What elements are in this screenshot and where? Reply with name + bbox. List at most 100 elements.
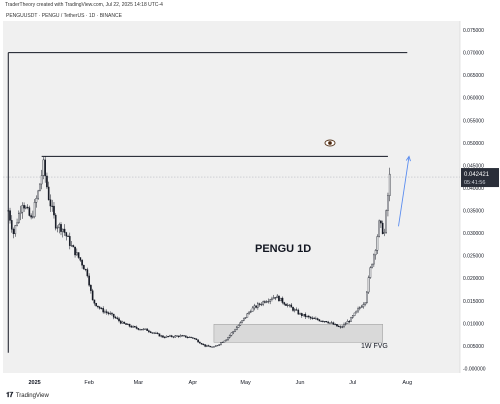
candle-body xyxy=(235,327,238,331)
candle-body xyxy=(183,335,185,337)
y-tick-label: 0.040000 xyxy=(463,186,484,192)
candle-body xyxy=(70,245,73,247)
candle-body xyxy=(373,254,375,265)
candle-body xyxy=(351,315,354,318)
candle-body xyxy=(58,224,61,228)
candle-body xyxy=(353,312,356,316)
y-tick-label: 0.050000 xyxy=(463,141,484,147)
x-tick-label: Mar xyxy=(134,380,144,386)
candle-body xyxy=(283,302,286,305)
candle-body xyxy=(67,235,69,237)
candle-body xyxy=(98,306,101,309)
candle-body xyxy=(374,250,377,256)
candle-body xyxy=(214,345,217,347)
candle-body xyxy=(132,326,134,328)
candle-body xyxy=(358,307,361,309)
x-tick-label: 2025 xyxy=(29,380,41,386)
candle-body xyxy=(51,205,54,207)
current-price-tag: 0.042421 05:41:56 xyxy=(461,168,499,188)
candle-body xyxy=(190,336,192,338)
candle-body xyxy=(292,307,294,311)
candle-body xyxy=(33,202,36,217)
y-tick-label: 0.015000 xyxy=(463,299,484,305)
tradingview-footer[interactable]: 𝟏𝟕 TradingView xyxy=(6,392,49,400)
candle-body xyxy=(44,159,46,177)
fvg-zone xyxy=(213,324,383,343)
plot-area[interactable] xyxy=(3,21,460,373)
y-tick-label: 0.005000 xyxy=(463,344,484,350)
candle-body xyxy=(285,304,287,306)
fvg-label: 1W FVG xyxy=(361,343,388,350)
candle-body xyxy=(369,267,372,278)
candle-body xyxy=(119,320,122,324)
candle-body xyxy=(35,198,38,203)
candle-body xyxy=(337,326,340,328)
y-tick-label: 0.020000 xyxy=(463,276,484,282)
candle-body xyxy=(14,225,17,235)
candle-body xyxy=(206,345,208,347)
candle-body xyxy=(315,318,317,320)
candle-body xyxy=(181,335,184,337)
candle-body xyxy=(197,339,199,343)
candle-body xyxy=(16,222,18,226)
candle-body xyxy=(149,331,152,333)
candle-body xyxy=(325,321,328,323)
candle-body xyxy=(362,304,365,308)
candle-body xyxy=(334,324,337,326)
candle-body xyxy=(207,345,210,347)
candle-body xyxy=(42,159,45,176)
candle-body xyxy=(250,311,252,313)
candle-body xyxy=(193,337,196,340)
candle-body xyxy=(137,328,140,330)
candle-body xyxy=(209,346,212,348)
candle-body xyxy=(88,275,90,286)
symbol-info: PENGUUSDT · PENGU / TetherUS · 1D · BINA… xyxy=(6,13,122,19)
candle-body xyxy=(308,315,310,318)
candle-body xyxy=(257,303,259,308)
candle-body xyxy=(162,335,164,338)
y-tick-label: 0.060000 xyxy=(463,96,484,102)
candle-body xyxy=(200,343,203,345)
candle-body xyxy=(170,335,173,337)
candle-body xyxy=(126,323,129,325)
candle-body xyxy=(242,317,245,321)
projection-line xyxy=(398,156,410,227)
x-tick-label: Jul xyxy=(349,380,356,386)
x-tick-label: Aug xyxy=(402,380,412,386)
candle-body xyxy=(169,335,171,337)
candle-body xyxy=(10,220,13,230)
candle-body xyxy=(327,321,329,324)
candle-body xyxy=(56,227,59,229)
candle-body xyxy=(281,297,284,303)
candle-body xyxy=(39,183,41,192)
candle-body xyxy=(329,322,331,324)
candle-body xyxy=(121,321,124,324)
candle-body xyxy=(195,338,198,341)
candle-body xyxy=(176,335,178,337)
candle-body xyxy=(104,311,106,313)
candle-body xyxy=(228,335,231,338)
candle-body xyxy=(148,330,150,332)
candle-body xyxy=(322,320,324,322)
candle-body xyxy=(376,236,379,251)
candle-body xyxy=(40,175,43,185)
candle-body xyxy=(156,332,159,334)
candle-body xyxy=(61,228,64,232)
candle-body xyxy=(241,320,243,323)
candle-body xyxy=(177,335,180,337)
candle-body xyxy=(77,252,80,258)
candle-body xyxy=(165,335,168,338)
candle-body xyxy=(311,317,314,319)
candle-body xyxy=(26,206,29,208)
candle-body xyxy=(174,335,177,338)
candle-body xyxy=(267,301,270,303)
y-tick-label: 0.010000 xyxy=(463,321,484,327)
candle-body xyxy=(304,313,307,318)
candle-body xyxy=(32,216,34,218)
candle-body xyxy=(30,215,32,218)
candle-body xyxy=(91,290,94,301)
chart-annotation-title: PENGU 1D xyxy=(255,243,311,255)
tradingview-brand: TradingView xyxy=(15,393,49,399)
candle-body xyxy=(216,345,219,347)
